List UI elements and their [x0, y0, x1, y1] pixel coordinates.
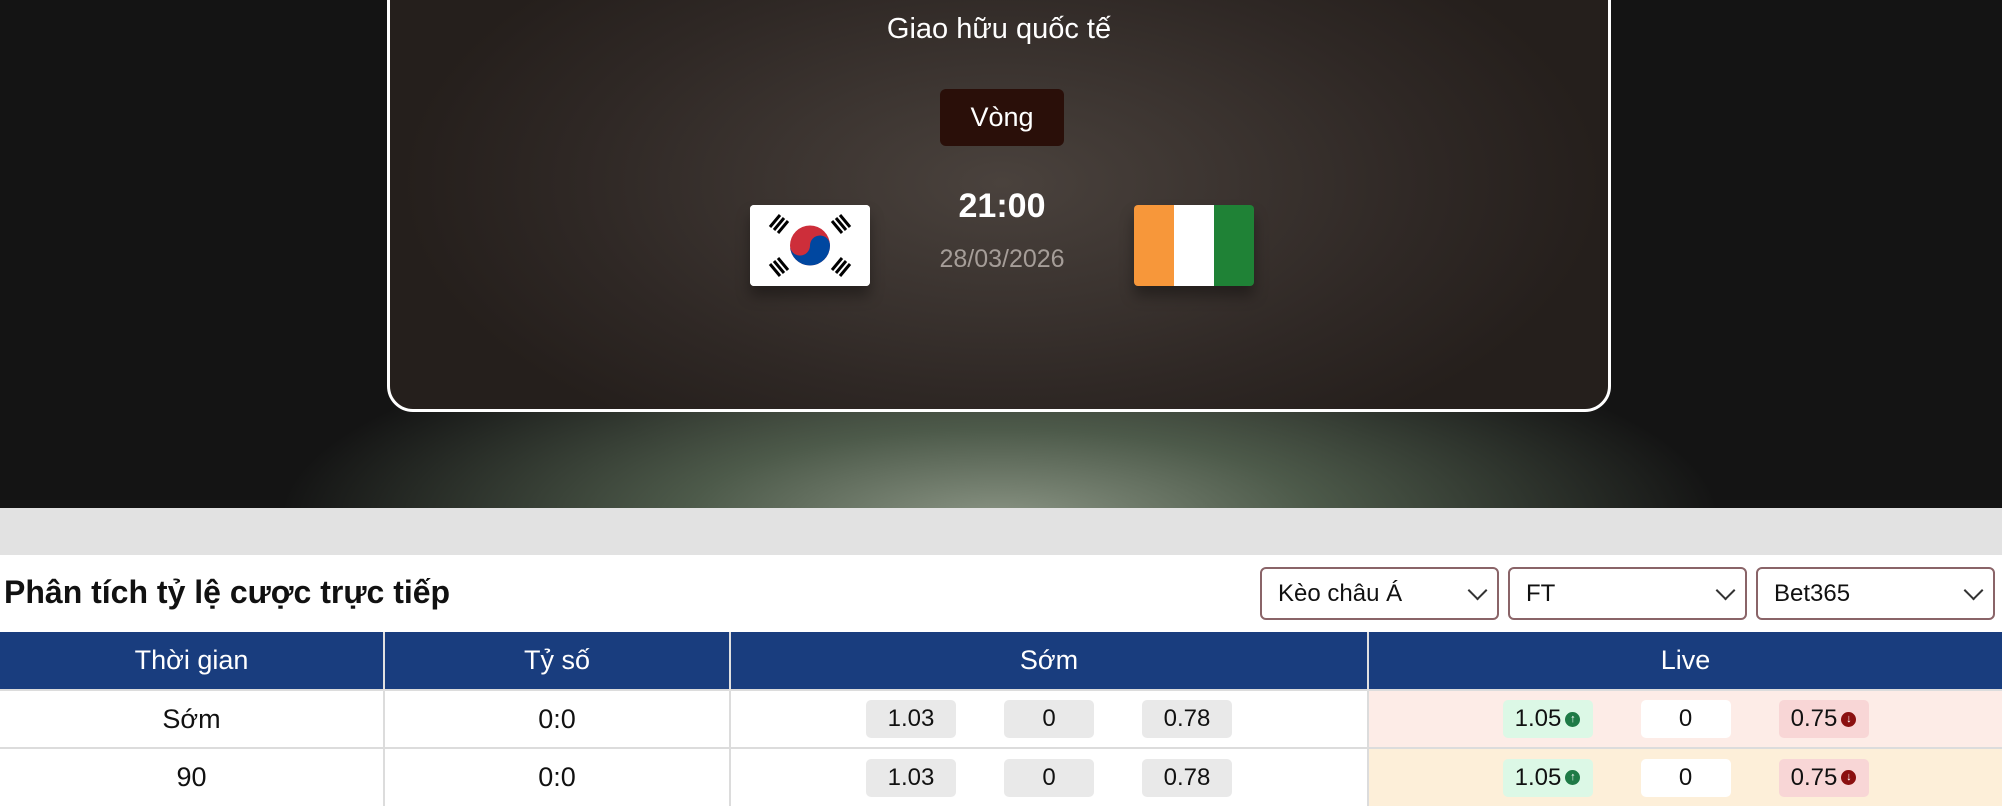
arrow-down-icon: ↓ [1841, 711, 1857, 727]
header-time: Thời gian [0, 632, 385, 690]
early-away-odds: 0.78 [1142, 758, 1232, 797]
arrow-down-icon: ↓ [1841, 770, 1857, 785]
live-home-odds: 1.05 ↑ [1502, 758, 1593, 797]
row-score: 0:0 [384, 747, 731, 806]
period-select[interactable]: FT [1508, 567, 1747, 620]
bookmaker-select[interactable]: Bet365 [1756, 567, 1995, 620]
early-home-odds: 1.03 [866, 758, 956, 797]
header-live: Live [1368, 632, 2002, 690]
chevron-down-icon [1715, 580, 1736, 600]
divider-band [0, 508, 2002, 555]
match-date: 28/03/2026 [939, 245, 1065, 273]
row-time: Sớm [0, 689, 385, 748]
round-badge[interactable]: Vòng [940, 89, 1064, 146]
header-score: Tỷ số [384, 632, 731, 690]
market-select-value: Kèo châu Á [1278, 579, 1403, 607]
live-handicap: 0 [1640, 758, 1731, 797]
chevron-down-icon [1963, 580, 1984, 600]
table-header-row: Thời gian Tỷ số Sớm Live [0, 632, 2002, 690]
period-select-value: FT [1526, 579, 1556, 607]
header-early: Sớm [730, 632, 1369, 690]
chevron-down-icon [1467, 580, 1488, 600]
odds-table: Thời gian Tỷ số Sớm Live Sớm 0:0 1.03 0 … [0, 632, 2002, 806]
row-time: 90 [0, 747, 385, 806]
table-row: Sớm 0:0 1.03 0 0.78 1.05 ↑ 0 0.75 ↓ [0, 689, 2002, 748]
match-time: 21:00 [958, 187, 1046, 225]
market-select[interactable]: Kèo châu Á [1260, 567, 1499, 620]
arrow-up-icon: ↑ [1565, 770, 1581, 785]
live-home-value: 1.05 [1514, 763, 1562, 791]
live-away-value: 0.75 [1790, 705, 1838, 732]
live-away-odds: 0.75 ↓ [1778, 700, 1869, 738]
arrow-up-icon: ↑ [1565, 711, 1581, 727]
early-away-odds: 0.78 [1142, 700, 1232, 738]
league-name: Giao hữu quốc tế [886, 13, 1112, 45]
bookmaker-select-value: Bet365 [1774, 579, 1851, 607]
early-handicap: 0 [1004, 758, 1094, 797]
odds-section-title: Phân tích tỷ lệ cược trực tiếp [4, 574, 451, 610]
live-handicap: 0 [1640, 700, 1731, 738]
live-home-value: 1.05 [1514, 705, 1562, 732]
live-home-odds: 1.05 ↑ [1502, 700, 1593, 738]
table-row: 90 0:0 1.03 0 0.78 1.05 ↑ 0 0.75 ↓ [0, 747, 2002, 806]
row-score: 0:0 [384, 689, 731, 748]
early-home-odds: 1.03 [866, 700, 956, 738]
live-away-odds: 0.75 ↓ [1778, 758, 1869, 797]
match-hero: Giao hữu quốc tế Vòng 21:00 28/03/2026 [0, 0, 2002, 508]
early-handicap: 0 [1004, 700, 1094, 738]
match-card: Giao hữu quốc tế Vòng 21:00 28/03/2026 [387, 0, 1611, 412]
ivory-coast-flag-icon[interactable] [1134, 205, 1254, 286]
south-korea-flag-icon[interactable] [750, 205, 870, 286]
live-away-value: 0.75 [1790, 763, 1838, 791]
